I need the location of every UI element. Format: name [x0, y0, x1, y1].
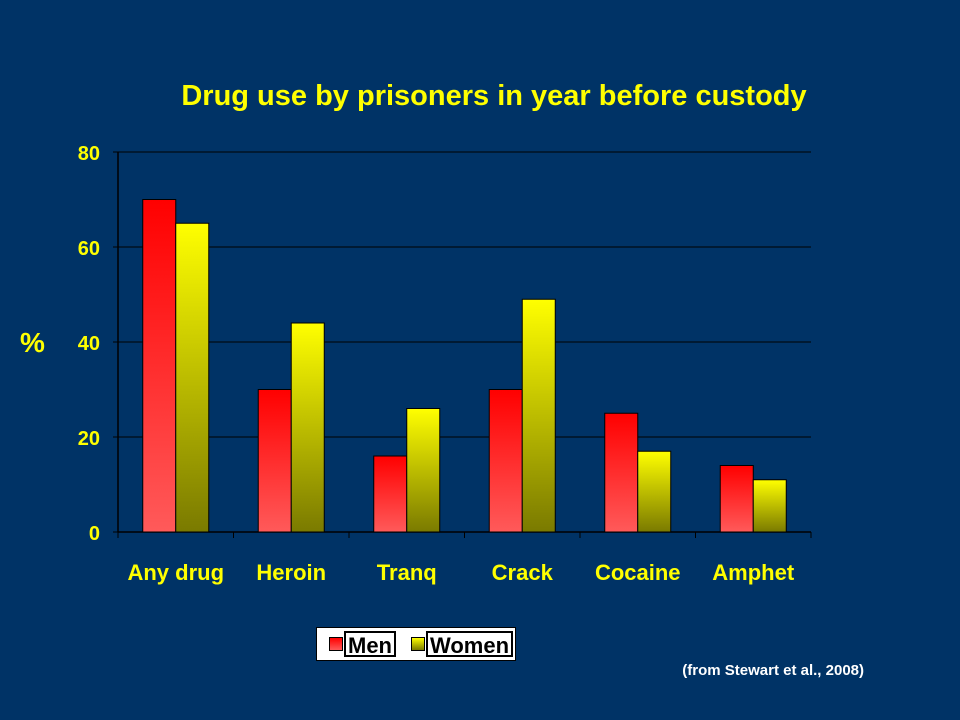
- legend-label-men: Men: [344, 631, 396, 658]
- bar-women-heroin: [290, 322, 325, 533]
- bar-men-tranq: [373, 455, 408, 533]
- x-tick-label: Any drug: [127, 560, 224, 585]
- bar-men-any-drug: [142, 199, 177, 533]
- bar-women-cocaine: [637, 450, 672, 533]
- bar-men-heroin: [257, 389, 292, 533]
- bar-men-amphet: [719, 465, 754, 533]
- y-tick-label: 60: [78, 238, 100, 260]
- legend-swatch-women: [411, 637, 425, 651]
- bar-men-cocaine: [604, 412, 639, 533]
- chart-title: Drug use by prisoners in year before cus…: [181, 80, 807, 112]
- x-tick-label: Cocaine: [595, 560, 681, 585]
- source-citation: (from Stewart et al., 2008): [682, 662, 864, 679]
- y-tick-label: 80: [78, 143, 100, 165]
- y-axis-label: %: [20, 327, 45, 358]
- x-tick-label: Crack: [492, 560, 554, 585]
- chart-legend: Men Women: [316, 627, 516, 661]
- x-tick-label: Tranq: [377, 560, 437, 585]
- y-tick-label: 40: [78, 333, 100, 355]
- bar-men-crack: [488, 389, 523, 533]
- x-tick-label: Heroin: [256, 560, 326, 585]
- bar-women-any-drug: [175, 222, 210, 533]
- y-tick-label: 0: [89, 523, 100, 545]
- y-tick-label: 20: [78, 428, 100, 450]
- legend-swatch-men: [329, 637, 343, 651]
- bar-women-crack: [521, 298, 556, 533]
- x-tick-label: Amphet: [712, 560, 795, 585]
- bar-women-amphet: [752, 479, 787, 533]
- legend-label-women: Women: [426, 631, 514, 658]
- bar-women-tranq: [406, 408, 441, 533]
